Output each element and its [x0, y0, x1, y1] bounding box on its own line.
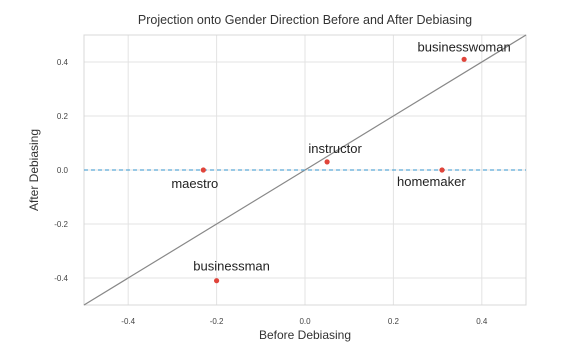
point-label: homemaker — [397, 174, 466, 189]
point-label: businessman — [193, 259, 270, 274]
reference-lines — [83, 34, 527, 306]
y-tick-label: -0.4 — [54, 274, 68, 283]
y-tick-label: -0.2 — [54, 220, 68, 229]
x-tick-label: -0.2 — [210, 317, 224, 326]
point-label: businesswoman — [418, 39, 511, 54]
x-axis-ticks: -0.4 -0.2 0.0 0.2 0.4 — [121, 317, 488, 326]
data-point — [214, 278, 220, 284]
point-label: instructor — [308, 141, 362, 156]
data-point — [324, 159, 330, 165]
x-axis-label: Before Debiasing — [259, 328, 351, 342]
data-point — [461, 56, 467, 62]
x-tick-label: 0.0 — [299, 317, 311, 326]
data-points: businesswoman instructor maestro homemaker b… — [171, 39, 511, 284]
point-label: maestro — [171, 176, 218, 191]
chart-title: Projection onto Gender Direction Before … — [138, 13, 472, 27]
data-point — [439, 167, 445, 173]
x-tick-label: 0.4 — [476, 317, 488, 326]
y-tick-label: 0.0 — [57, 166, 69, 175]
y-tick-label: 0.2 — [57, 112, 69, 121]
x-tick-label: 0.2 — [388, 317, 400, 326]
x-tick-label: -0.4 — [121, 317, 135, 326]
y-axis-label: After Debiasing — [27, 129, 41, 211]
y-tick-label: 0.4 — [57, 58, 69, 67]
y-axis-ticks: -0.4 -0.2 0.0 0.2 0.4 — [54, 58, 68, 283]
data-point — [200, 167, 206, 173]
